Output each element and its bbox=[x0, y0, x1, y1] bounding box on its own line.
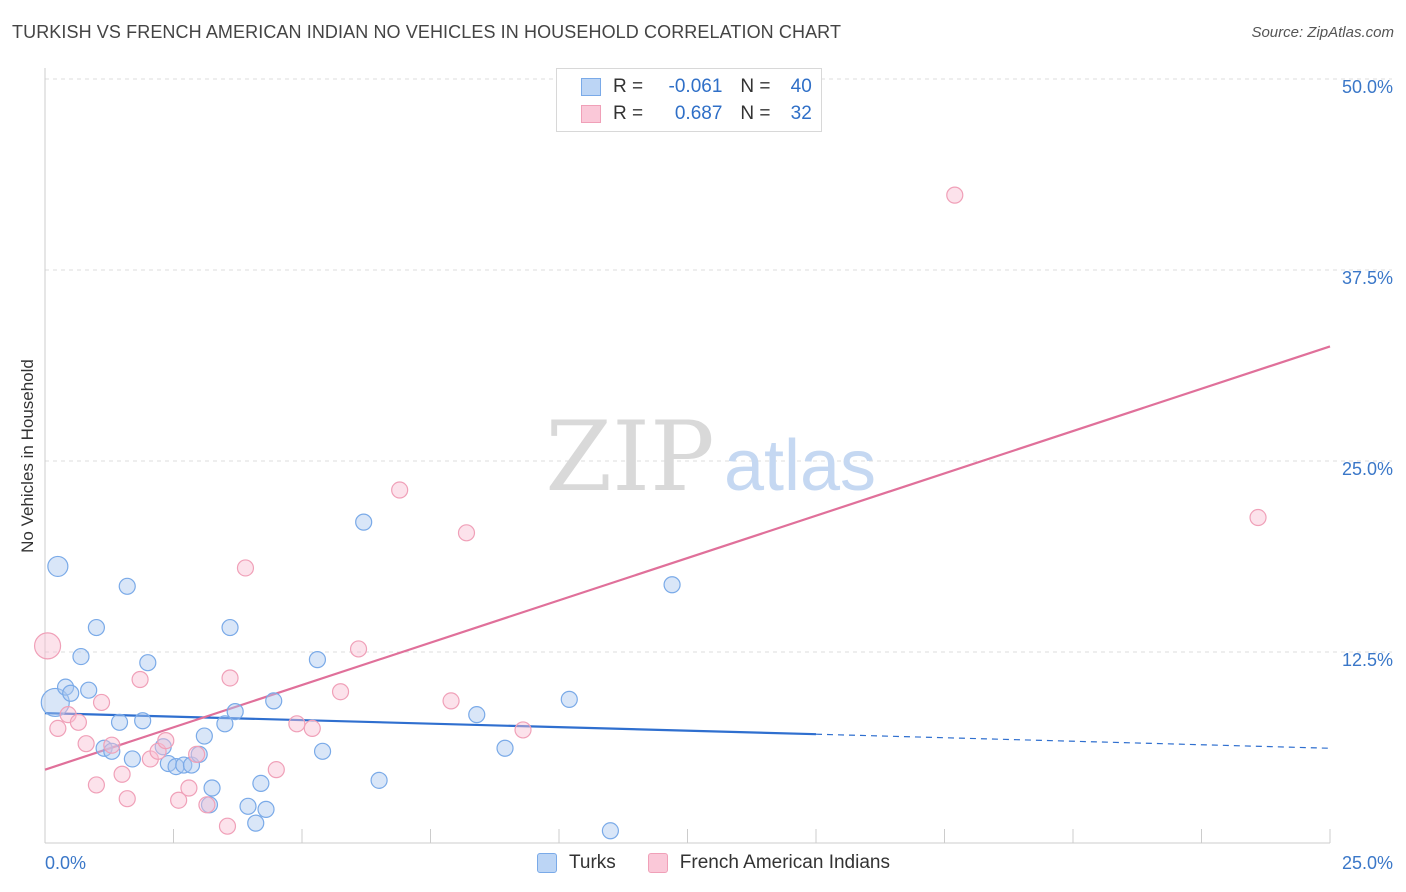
french-point bbox=[391, 481, 409, 499]
turks-point bbox=[221, 618, 239, 637]
legend-row-turks: R = -0.061 N = 40 bbox=[581, 75, 812, 99]
n-value: 40 bbox=[790, 76, 812, 97]
french-point bbox=[33, 632, 62, 660]
french-point bbox=[331, 683, 350, 701]
turks-point bbox=[62, 684, 80, 702]
x-tick-label: 25.0% bbox=[1342, 853, 1393, 873]
turks-point bbox=[110, 713, 129, 731]
turks-swatch-icon bbox=[581, 78, 601, 96]
legend-row-french: R = 0.687 N = 32 bbox=[581, 102, 812, 126]
r-label: R = bbox=[613, 76, 644, 97]
turks-point bbox=[239, 797, 257, 815]
turks-point bbox=[134, 712, 152, 730]
french-point bbox=[218, 817, 237, 835]
french-point bbox=[946, 186, 964, 204]
n-value: 32 bbox=[790, 103, 812, 124]
data-points bbox=[33, 186, 1267, 840]
tick-labels: 12.5% 25.0% 37.5% 50.0% 0.0% 25.0% bbox=[45, 77, 1393, 873]
n-label: N = bbox=[740, 76, 771, 97]
french-point bbox=[103, 736, 121, 754]
turks-point bbox=[195, 727, 213, 745]
french-point bbox=[69, 713, 88, 731]
turks-trend-extension bbox=[815, 733, 1331, 749]
chart-source: Source: ZipAtlas.com bbox=[1251, 24, 1394, 41]
turks-point bbox=[496, 739, 514, 757]
turks-point bbox=[468, 706, 486, 724]
french-point bbox=[514, 721, 532, 739]
turks-trend-line bbox=[44, 712, 817, 736]
x-tick-label: 0.0% bbox=[45, 853, 86, 873]
french-point bbox=[267, 761, 285, 779]
french-point bbox=[188, 745, 206, 763]
y-tick-label: 12.5% bbox=[1342, 650, 1393, 670]
turks-point bbox=[203, 779, 221, 797]
r-value: 0.687 bbox=[674, 103, 723, 124]
french-legend-icon bbox=[647, 853, 668, 873]
turks-point bbox=[560, 690, 578, 708]
french-point bbox=[349, 640, 368, 658]
french-point bbox=[198, 796, 216, 814]
turks-point bbox=[663, 576, 681, 594]
chart-title: TURKISH VS FRENCH AMERICAN INDIAN NO VEH… bbox=[12, 22, 842, 42]
french-point bbox=[221, 669, 239, 687]
legend-label-turks: Turks bbox=[569, 852, 616, 873]
legend-label-french: French American Indians bbox=[679, 852, 890, 873]
turks-point bbox=[80, 681, 98, 699]
turks-point bbox=[47, 555, 69, 578]
french-point bbox=[131, 670, 149, 689]
french-trend-line bbox=[44, 345, 1331, 771]
french-point bbox=[157, 732, 175, 750]
turks-point bbox=[601, 822, 620, 840]
french-point bbox=[113, 765, 131, 783]
french-point bbox=[92, 693, 111, 712]
turks-point bbox=[118, 577, 136, 595]
n-label: N = bbox=[740, 103, 771, 124]
french-point bbox=[77, 735, 95, 753]
stats-legend: R = -0.061 N = 40 R = 0.687 N = 32 bbox=[556, 68, 822, 132]
turks-point bbox=[313, 742, 332, 760]
trend-lines bbox=[44, 345, 1331, 771]
turks-point bbox=[139, 654, 157, 672]
french-swatch-icon bbox=[581, 105, 601, 123]
r-label: R = bbox=[613, 103, 644, 124]
french-point bbox=[87, 776, 106, 794]
series-legend: Turks French American Indians bbox=[537, 852, 922, 874]
watermark-zip: ZIP bbox=[545, 401, 714, 513]
turks-point bbox=[72, 647, 90, 666]
legend-item-french[interactable]: French American Indians bbox=[647, 852, 890, 874]
french-point bbox=[118, 790, 136, 808]
watermark-atlas: atlas bbox=[724, 426, 876, 506]
turks-point bbox=[226, 702, 244, 721]
turks-point bbox=[103, 742, 121, 760]
turks-point bbox=[252, 774, 270, 793]
turks-point bbox=[370, 771, 388, 789]
turks-point bbox=[87, 618, 106, 637]
r-value: -0.061 bbox=[668, 76, 723, 97]
french-point bbox=[49, 719, 67, 738]
legend-item-turks[interactable]: Turks bbox=[537, 852, 616, 874]
french-point bbox=[170, 791, 188, 809]
turks-legend-icon bbox=[537, 853, 557, 873]
turks-point bbox=[216, 715, 234, 733]
y-tick-label: 50.0% bbox=[1342, 77, 1393, 97]
french-point bbox=[1249, 508, 1267, 527]
y-tick-label: 25.0% bbox=[1342, 459, 1393, 479]
french-point bbox=[303, 719, 321, 738]
french-point bbox=[288, 715, 306, 733]
turks-point bbox=[247, 814, 265, 832]
french-point bbox=[180, 779, 198, 797]
y-tick-label: 37.5% bbox=[1342, 268, 1393, 288]
turks-point bbox=[265, 692, 283, 710]
turks-point bbox=[123, 750, 141, 768]
y-axis-title: No Vehicles in Household bbox=[18, 359, 37, 553]
french-point bbox=[236, 559, 255, 577]
turks-point bbox=[355, 513, 373, 531]
french-point bbox=[457, 524, 476, 542]
turks-point bbox=[308, 651, 327, 669]
turks-point bbox=[257, 800, 275, 818]
french-point bbox=[442, 692, 460, 710]
